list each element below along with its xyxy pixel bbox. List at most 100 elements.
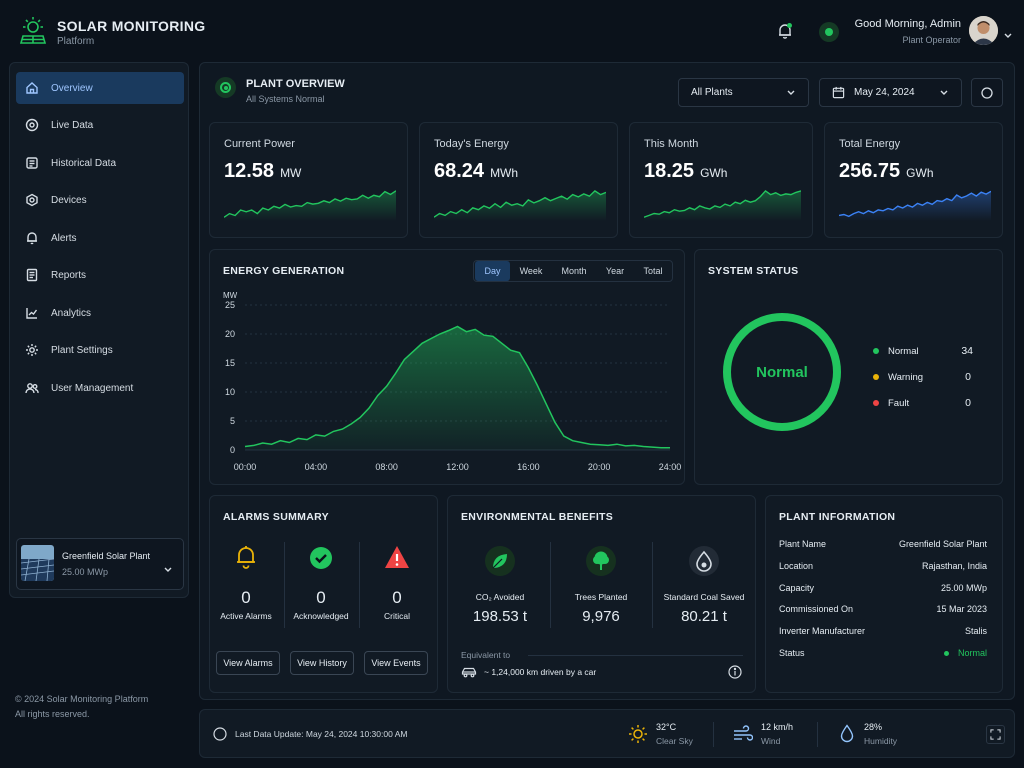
chevron-down-icon	[786, 89, 796, 97]
tab-month[interactable]: Month	[561, 266, 587, 276]
kpi-value-row: 12.58 MW	[224, 160, 301, 183]
sidebar-item-alerts[interactable]: Alerts	[16, 222, 184, 254]
date-picker[interactable]: May 24, 2024	[819, 78, 962, 107]
rights-text: All rights reserved.	[15, 709, 90, 719]
section-title: ALARMS SUMMARY	[223, 511, 329, 523]
fullscreen-button[interactable]	[986, 725, 1005, 744]
y-tick-label: 15	[225, 358, 235, 368]
status-label: Warning	[888, 371, 924, 383]
sidebar-item-devices[interactable]: Devices	[16, 184, 184, 216]
tab-total[interactable]: Total	[643, 266, 663, 276]
info-row-commissioned: Commissioned On 15 Mar 2023	[779, 604, 987, 614]
kpi-label: Total Energy	[839, 138, 901, 150]
x-tick-label: 00:00	[234, 462, 257, 472]
view-alarms-button[interactable]: View Alarms	[216, 651, 280, 675]
kpi-unit: MW	[280, 166, 302, 180]
sidebar-item-label: Live Data	[51, 119, 94, 131]
analytics-icon	[24, 305, 40, 321]
kpi-sparkline	[839, 190, 991, 221]
info-key: Location	[779, 561, 814, 571]
kpi-value-row: 18.25 GWh	[644, 160, 727, 183]
humidity-icon	[840, 724, 854, 743]
tab-year[interactable]: Year	[605, 266, 625, 276]
sidebar-item-reports[interactable]: Reports	[16, 259, 184, 291]
status-legend-warning: Warning 0	[873, 370, 971, 384]
solar-logo-icon	[18, 16, 48, 46]
chevron-down-icon	[939, 89, 949, 97]
notification-bell-icon[interactable]	[776, 22, 794, 40]
wind-speed: 12 km/h	[761, 722, 794, 732]
section-title: PLANT INFORMATION	[779, 511, 896, 523]
humidity-label: Humidity	[864, 736, 898, 746]
info-key: Plant Name	[779, 539, 827, 549]
avatar[interactable]	[969, 16, 998, 45]
car-icon	[461, 665, 477, 678]
brand-title: SOLAR MONITORING	[57, 18, 206, 34]
sidebar-item-historical-data[interactable]: Historical Data	[16, 147, 184, 179]
info-icon[interactable]	[728, 665, 742, 679]
kpi-value-row: 68.24 MWh	[434, 160, 518, 183]
plant-filter-dropdown[interactable]: All Plants	[678, 78, 809, 107]
user-role: Plant Operator	[902, 35, 961, 45]
view-events-button[interactable]: View Events	[364, 651, 428, 675]
sidebar-item-plant-settings[interactable]: Plant Settings	[16, 334, 184, 366]
last-update: Last Data Update: May 24, 2024 10:30:00 …	[235, 729, 408, 739]
kpi-value: 18.25	[644, 160, 695, 182]
alarm-count: 0	[316, 588, 326, 607]
sidebar-item-user-management[interactable]: User Management	[16, 372, 184, 404]
kpi-unit: GWh	[906, 166, 934, 180]
kpi-unit: MWh	[490, 166, 519, 180]
sidebar-item-label: Analytics	[51, 307, 92, 319]
view-history-button[interactable]: View History	[290, 651, 354, 675]
info-row-status: Status Normal	[779, 648, 987, 658]
benefit-value: 198.53 t	[472, 608, 528, 625]
kpi-label: Today's Energy	[434, 138, 509, 150]
calendar-icon	[832, 86, 845, 99]
humidity-value: 28%	[864, 722, 883, 732]
tab-day[interactable]: Day	[475, 261, 510, 281]
sidebar-item-overview[interactable]: Overview	[16, 72, 184, 104]
status-count: 34	[961, 345, 973, 357]
sidebar: Overview Live Data Historical Data Devic…	[9, 62, 189, 598]
chevron-down-icon[interactable]	[1003, 27, 1013, 38]
energy-generation-panel: ENERGY GENERATION Day Week Month Year To…	[209, 249, 685, 485]
sidebar-item-label: Plant Settings	[51, 344, 113, 356]
x-tick-label: 04:00	[305, 462, 328, 472]
kpi-sparkline	[224, 190, 396, 221]
status-legend-normal: Normal 34	[873, 344, 973, 358]
info-row-plant-name: Plant Name Greenfield Solar Plant	[779, 539, 987, 549]
sidebar-item-label: Overview	[51, 82, 93, 94]
status-dot	[943, 650, 949, 656]
divider	[550, 542, 551, 628]
page-subtitle: All Systems Normal	[246, 94, 325, 104]
refresh-button[interactable]	[971, 78, 1003, 107]
status-indicator	[819, 22, 839, 42]
device-icon	[24, 192, 40, 208]
warning-icon	[384, 544, 410, 570]
bell-icon	[234, 544, 258, 570]
temperature: 32°C	[656, 722, 677, 732]
sidebar-item-label: Alerts	[51, 232, 77, 244]
tab-week[interactable]: Week	[519, 266, 543, 276]
leaf-icon	[484, 545, 516, 577]
info-value: Stalis	[964, 626, 987, 636]
expand-icon	[990, 729, 1001, 740]
section-title: ENVIRONMENTAL BENEFITS	[461, 511, 614, 523]
x-tick-label: 08:00	[375, 462, 398, 472]
sidebar-item-live-data[interactable]: Live Data	[16, 109, 184, 141]
plant-selector[interactable]: Greenfield Solar Plant 25.00 MWp	[16, 538, 184, 590]
benefit-label: CO₂ Avoided	[475, 592, 525, 602]
status-count: 0	[965, 371, 971, 383]
status-label: Fault	[888, 397, 910, 409]
kpi-sparkline	[644, 189, 801, 221]
notification-dot	[787, 23, 792, 28]
sparkline-line	[839, 190, 991, 218]
copyright: © 2024 Solar Monitoring Platform	[15, 694, 149, 704]
info-value: Rajasthan, India	[921, 561, 987, 571]
y-tick-label: 25	[225, 300, 235, 310]
benefit-label: Standard Coal Saved	[663, 592, 745, 602]
history-icon	[24, 155, 40, 171]
alarm-label: Critical	[384, 611, 410, 621]
sidebar-item-analytics[interactable]: Analytics	[16, 297, 184, 329]
environmental-benefits-panel: ENVIRONMENTAL BENEFITS CO₂ Avoided 198.5…	[447, 495, 756, 693]
